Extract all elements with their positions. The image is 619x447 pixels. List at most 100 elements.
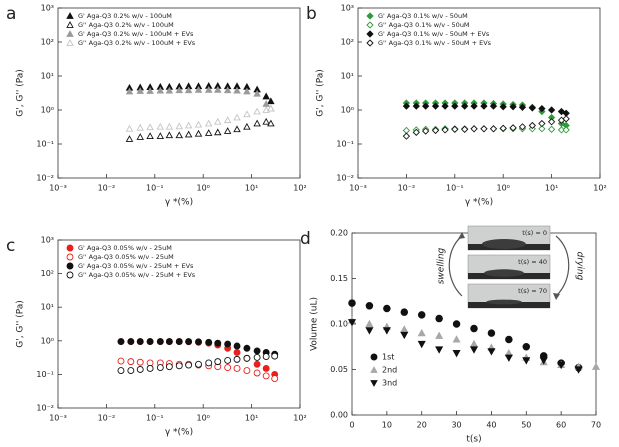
marker bbox=[146, 87, 154, 94]
legend-label: G' Aga-Q3 0.1% w/v - 50uM bbox=[378, 12, 468, 20]
y-tick-label: 10⁻² bbox=[36, 404, 54, 413]
x-tick-label: 10¹ bbox=[245, 184, 258, 193]
x-tick-label: 0 bbox=[349, 421, 354, 430]
marker bbox=[136, 123, 144, 131]
annotation: drying bbox=[575, 252, 585, 281]
legend-marker bbox=[370, 353, 378, 361]
marker bbox=[499, 103, 507, 111]
marker bbox=[136, 358, 144, 366]
y-tick-label: 10³ bbox=[41, 4, 54, 13]
marker bbox=[487, 348, 496, 356]
inset-label: t(s) = 70 bbox=[518, 287, 547, 295]
legend-marker bbox=[366, 12, 374, 20]
marker bbox=[422, 102, 430, 110]
marker bbox=[243, 122, 251, 130]
panel-letter: c bbox=[6, 236, 15, 256]
plot-frame bbox=[357, 7, 601, 179]
y-tick-label: 10² bbox=[41, 269, 54, 278]
marker bbox=[562, 115, 570, 123]
marker bbox=[214, 358, 222, 366]
marker bbox=[214, 339, 222, 347]
y-tick-label: 10⁻¹ bbox=[36, 370, 54, 379]
x-tick-label: 70 bbox=[591, 421, 601, 430]
marker bbox=[127, 358, 135, 366]
marker bbox=[185, 338, 193, 345]
x-axis-label: γ *(%) bbox=[165, 198, 193, 208]
marker bbox=[175, 338, 183, 345]
marker bbox=[146, 365, 154, 372]
y-tick-label: 0.20 bbox=[330, 229, 348, 238]
marker bbox=[538, 119, 546, 128]
y-tick-label: 10⁻² bbox=[336, 174, 354, 183]
marker bbox=[538, 125, 546, 133]
marker bbox=[184, 121, 193, 129]
legend-marker bbox=[66, 244, 74, 252]
marker bbox=[156, 364, 164, 371]
marker bbox=[205, 338, 213, 346]
x-tick-label: 60 bbox=[556, 421, 566, 430]
marker bbox=[400, 331, 409, 340]
marker bbox=[538, 104, 546, 113]
marker bbox=[184, 130, 193, 138]
marker bbox=[127, 367, 135, 375]
marker bbox=[262, 353, 270, 360]
legend-marker bbox=[66, 262, 74, 270]
marker bbox=[422, 127, 430, 135]
marker bbox=[194, 129, 203, 137]
marker bbox=[451, 125, 459, 133]
droplet bbox=[486, 299, 522, 305]
legend-label: G' Aga-Q3 0.2% w/v - 100uM + EVs bbox=[78, 30, 194, 38]
marker bbox=[253, 107, 261, 115]
marker bbox=[233, 342, 241, 350]
marker bbox=[271, 352, 279, 360]
marker bbox=[262, 372, 270, 380]
x-tick-label: 10⁻³ bbox=[349, 184, 367, 193]
marker bbox=[156, 338, 164, 345]
marker bbox=[451, 102, 459, 110]
y-tick-label: 10⁻¹ bbox=[36, 140, 54, 149]
x-tick-label: 10⁰ bbox=[497, 184, 510, 193]
marker bbox=[431, 102, 440, 110]
y-axis-label: Volume (uL) bbox=[310, 297, 320, 351]
legend-marker bbox=[366, 39, 374, 47]
marker bbox=[136, 87, 144, 94]
legend-label: G' Aga-Q3 0.05% w/v - 25uM + EVs bbox=[78, 262, 194, 270]
panel-letter: a bbox=[6, 4, 16, 24]
legend-marker bbox=[66, 21, 74, 28]
x-tick-label: 10⁻¹ bbox=[146, 184, 164, 193]
marker bbox=[365, 327, 374, 335]
droplet bbox=[484, 269, 524, 277]
y-axis-label: G', G'' (Pa) bbox=[16, 69, 26, 117]
marker bbox=[224, 340, 232, 348]
marker bbox=[412, 102, 420, 110]
marker bbox=[243, 367, 251, 375]
marker bbox=[136, 338, 144, 345]
legend-label: 2nd bbox=[382, 366, 397, 375]
marker bbox=[233, 113, 241, 121]
marker bbox=[184, 86, 193, 94]
marker bbox=[204, 129, 213, 136]
marker bbox=[243, 110, 251, 118]
y-tick-label: 10⁻² bbox=[36, 174, 54, 183]
marker bbox=[489, 125, 498, 133]
marker bbox=[253, 119, 261, 127]
marker bbox=[489, 102, 498, 110]
marker bbox=[591, 362, 601, 370]
plot-frame bbox=[57, 7, 301, 179]
marker bbox=[204, 85, 213, 93]
marker bbox=[125, 87, 134, 95]
legend-label: 3nd bbox=[382, 379, 397, 388]
marker bbox=[194, 85, 203, 93]
marker bbox=[146, 123, 154, 131]
marker bbox=[518, 103, 527, 111]
x-tick-label: 10² bbox=[293, 184, 306, 193]
legend-label: G'' Aga-Q3 0.05% w/v - 25uM bbox=[78, 253, 174, 261]
y-axis-label: G', G'' (Pa) bbox=[16, 300, 26, 348]
marker bbox=[253, 360, 261, 368]
marker bbox=[505, 335, 513, 344]
x-tick-label: 10⁻¹ bbox=[446, 184, 464, 193]
marker bbox=[557, 361, 566, 370]
annotation: swelling bbox=[437, 247, 447, 284]
